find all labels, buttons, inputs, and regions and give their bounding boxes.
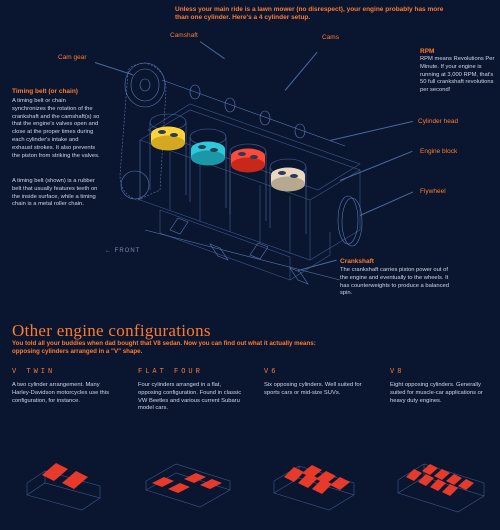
config-title-2: V6: [264, 368, 278, 377]
config-body-3: Eight opposing cylinders. Generally suit…: [390, 382, 495, 405]
config-illus-v8: [390, 445, 490, 515]
config-illus-v6: [264, 445, 364, 515]
label-cams: Cams: [322, 34, 339, 42]
section-title: Other engine configurations: [12, 320, 211, 342]
front-arrow: ← FRONT: [105, 248, 140, 256]
label-flywheel: Flywheel: [420, 188, 446, 196]
label-timing-belt: Timing belt (or chain): [12, 88, 78, 96]
config-illus-vtwin: [12, 445, 112, 515]
engine-diagram: [100, 30, 380, 310]
label-cam-gear: Cam gear: [58, 54, 87, 62]
body-crankshaft: The crankshaft carries piston power out …: [340, 267, 455, 298]
config-body-1: Four cylinders arranged in a flat, oppos…: [138, 382, 243, 413]
body-rpm: RPM means Revolutions Per Minute. If you…: [420, 56, 495, 95]
config-body-0: A two cylinder arrangement. Many Harley-…: [12, 382, 117, 405]
header-text: Unless your main ride is a lawn mower (n…: [175, 6, 455, 23]
config-title-0: V TWIN: [12, 368, 55, 377]
config-title-3: V8: [390, 368, 404, 377]
config-body-2: Six opposing cylinders. Well suited for …: [264, 382, 369, 398]
body-timing2: A timing belt (shown) is a rubber belt t…: [12, 178, 100, 209]
section-sub: You told all your buddies when dad bough…: [12, 340, 322, 356]
config-title-1: FLAT FOUR: [138, 368, 203, 377]
config-illus-flat4: [138, 445, 238, 515]
label-camshaft: Camshaft: [170, 32, 198, 40]
body-timing1: A timing belt or chain synchronizes the …: [12, 98, 100, 161]
label-cylinder-head: Cylinder head: [418, 118, 458, 126]
label-engine-block: Engine block: [420, 148, 457, 156]
label-crankshaft: Crankshaft: [340, 258, 374, 266]
